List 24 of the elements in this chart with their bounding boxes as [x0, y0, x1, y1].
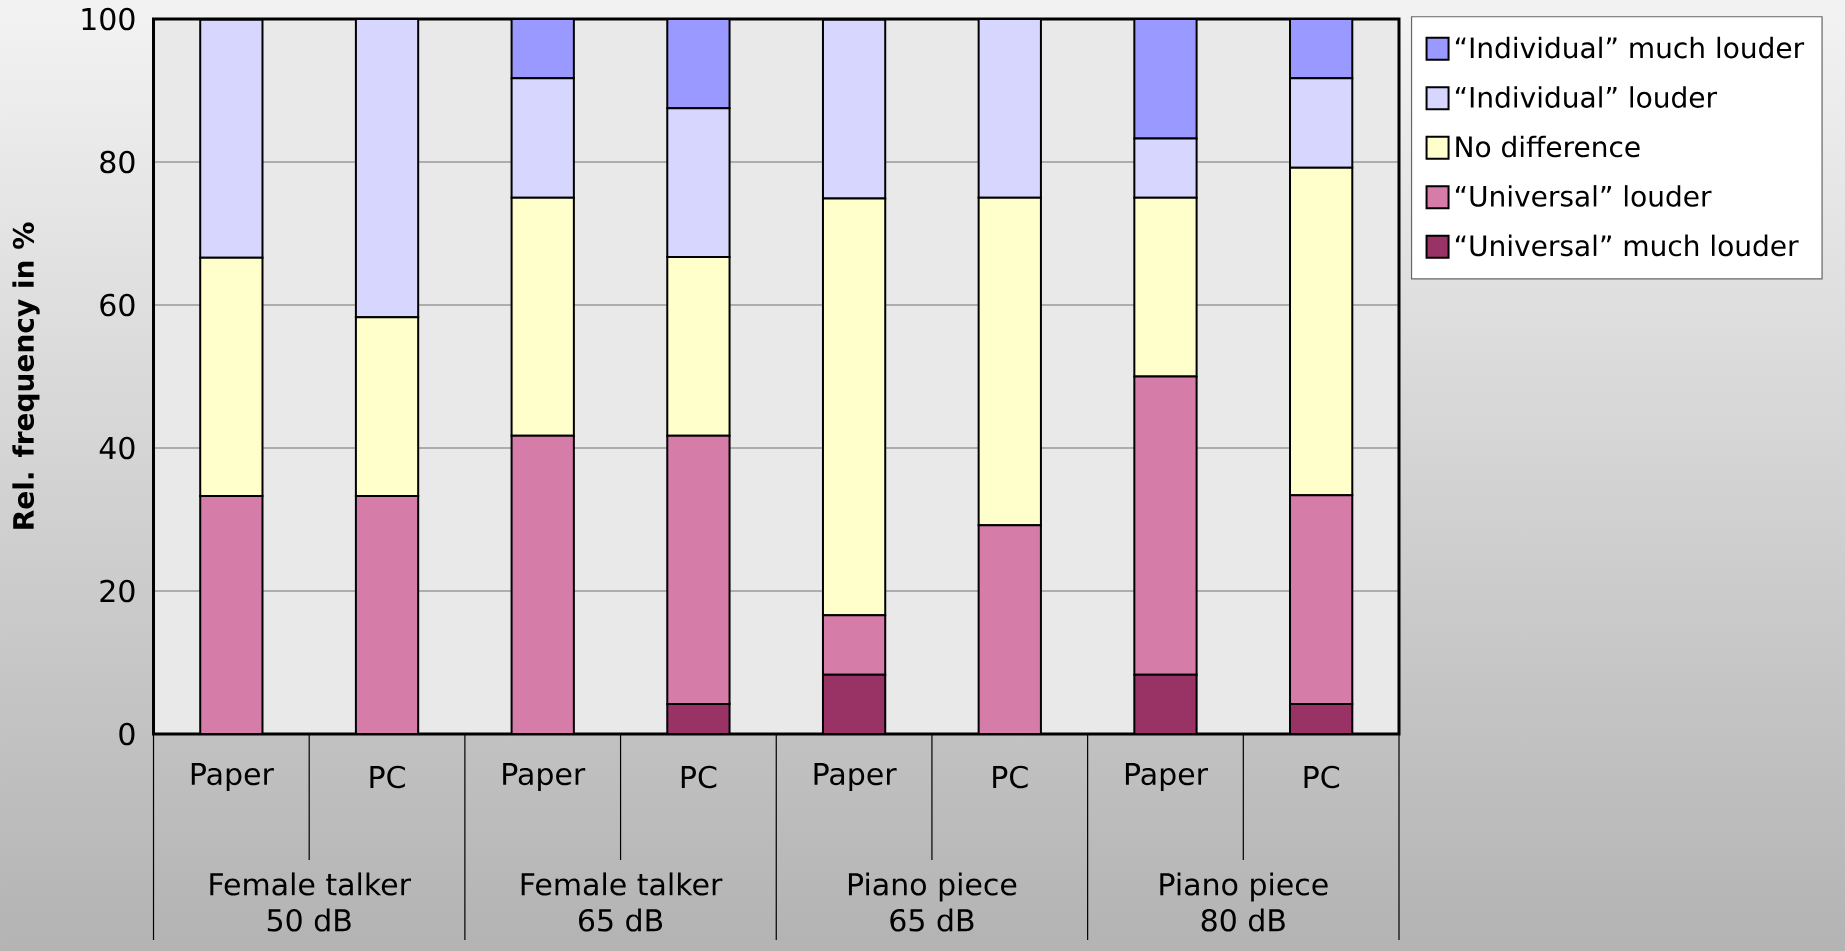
- legend-label: “Individual” much louder: [1455, 36, 1805, 59]
- y-tick-label: 100: [82, 7, 135, 31]
- text: Female talker 65 dB: [521, 872, 723, 932]
- legend-label: “Universal” much louder: [1455, 234, 1799, 257]
- x-tick-label: PC: [1304, 765, 1340, 789]
- y-tick-label: 60: [100, 293, 135, 317]
- x-tick-label: Paper: [191, 762, 274, 792]
- x-tick-label: Paper: [503, 762, 586, 792]
- text: Piano piece 65 dB: [848, 872, 1017, 932]
- x-tick-label: Paper: [1125, 762, 1208, 792]
- legend-label: “Individual” louder: [1455, 86, 1718, 108]
- x-tick-label: PC: [370, 765, 405, 789]
- text: Female talker 50 dB: [210, 872, 411, 932]
- text: Piano piece 80 dB: [1160, 872, 1328, 932]
- x-tick-label: PC: [993, 765, 1028, 789]
- y-tick-label: 20: [100, 579, 135, 603]
- x-tick-label: Paper: [814, 762, 897, 792]
- y-axis-title: Rel. frequency in %: [12, 222, 40, 529]
- x-tick-label: PC: [681, 765, 717, 789]
- legend-label: No difference: [1456, 135, 1640, 158]
- y-tick-label: 40: [99, 436, 135, 460]
- legend-label: “Universal” louder: [1455, 185, 1712, 207]
- y-tick-label: 0: [119, 722, 135, 746]
- y-tick-label: 80: [100, 150, 135, 174]
